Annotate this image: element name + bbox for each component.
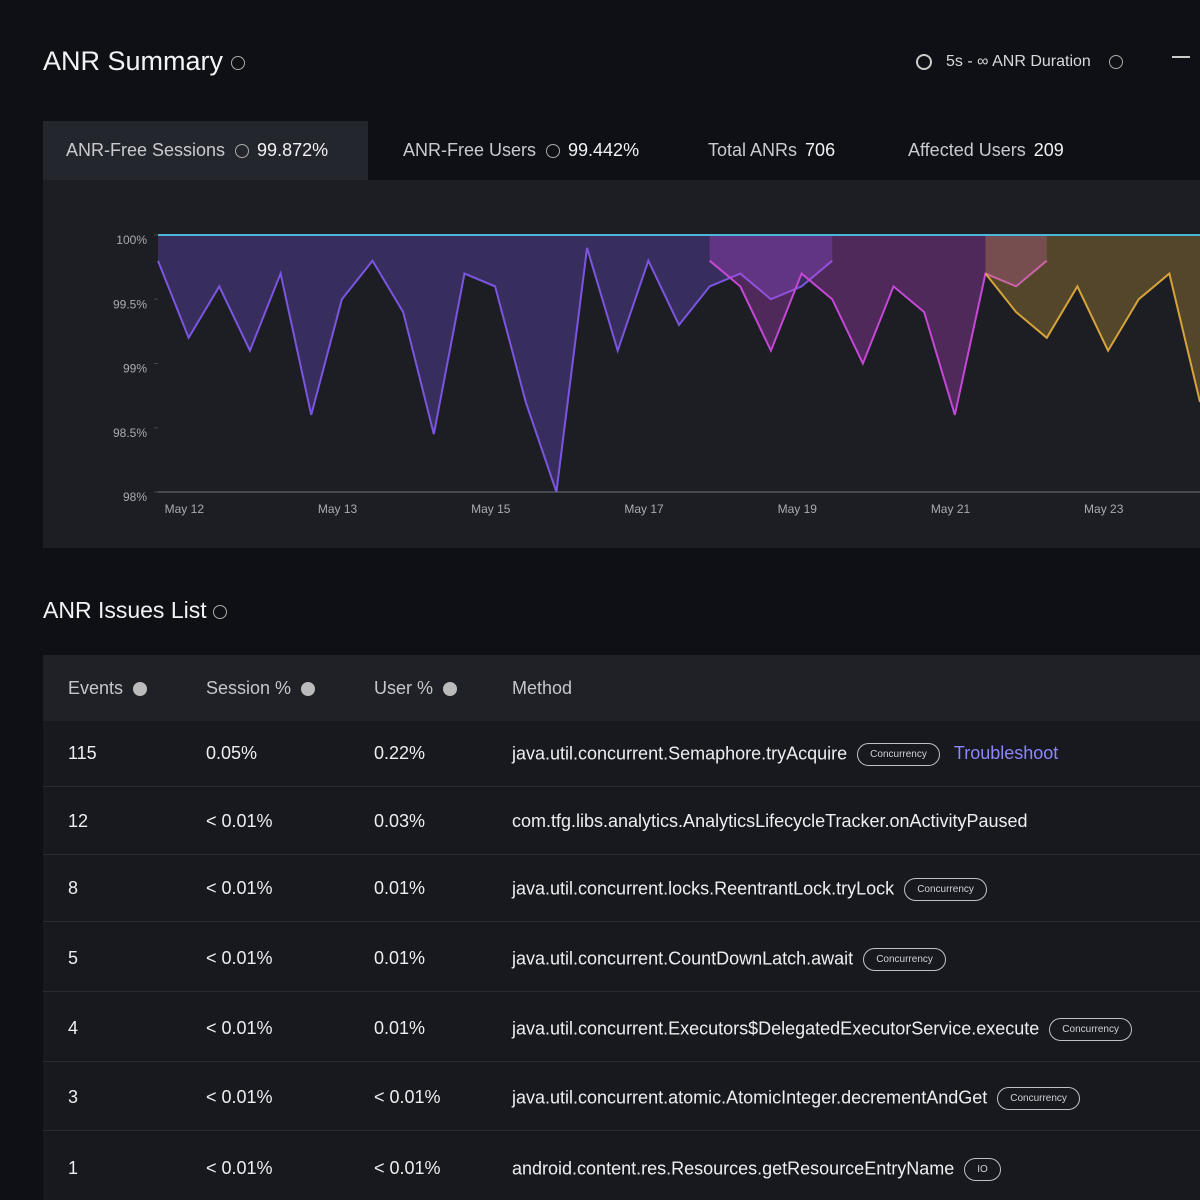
cell: < 0.01% [374,1087,441,1107]
tab[interactable]: ANR-Free Users 99.442% [368,121,673,180]
row-divider [43,1130,1200,1131]
method-cell: java.util.concurrent.Semaphore.tryAcquir… [512,743,1058,766]
cell: 0.01% [374,878,426,898]
info-icon[interactable] [546,144,561,159]
info-icon[interactable] [235,144,250,159]
cell: < 0.01% [206,878,273,898]
tab-value: 209 [1033,140,1064,160]
row-divider [43,921,1200,922]
method-cell: java.util.concurrent.atomic.AtomicIntege… [512,1087,1080,1110]
method-cell: android.content.res.Resources.getResourc… [512,1158,1001,1181]
tag: Concurrency [997,1087,1080,1110]
duration-filter[interactable]: 5s - ∞ ANR Duration [916,53,1124,71]
method: java.util.concurrent.atomic.AtomicIntege… [512,1087,988,1108]
cell: 5 [68,948,79,968]
tab-value: 99.872% [257,140,329,160]
cell: 0.03% [374,811,426,831]
tab-label: ANR-Free Sessions [66,140,226,160]
row-divider [43,854,1200,855]
cell: < 0.01% [206,948,273,968]
table-header: Events Session % User % Method [43,655,1200,721]
cell: 4 [68,1018,79,1038]
issues-title: ANR Issues List [43,597,227,624]
title-text: ANR Summary [43,46,224,76]
tab[interactable]: ANR-Free Sessions 99.872% [43,121,368,180]
tab[interactable]: Affected Users 209 [873,121,1133,180]
cell: 12 [68,811,89,831]
filter-text: 5s - ∞ ANR Duration [946,53,1091,70]
tag: Concurrency [1049,1018,1132,1041]
cell: < 0.01% [206,811,273,831]
column-header: Events [68,678,148,699]
method: java.util.concurrent.Semaphore.tryAcquir… [512,743,848,764]
row-divider [43,786,1200,787]
header-text: Events [68,678,124,698]
tag: Concurrency [857,743,940,766]
method: android.content.res.Resources.getResourc… [512,1158,955,1179]
tab-label: Total ANRs [708,140,798,160]
header-text: User % [374,678,434,698]
cell: 0.01% [374,1018,426,1038]
info-icon[interactable] [443,682,458,697]
tab-label: Affected Users [908,140,1026,160]
row-divider [43,1061,1200,1062]
method-cell: java.util.concurrent.locks.ReentrantLock… [512,878,987,901]
cell: 1 [68,1158,79,1178]
cell: 115 [68,743,97,763]
tab[interactable]: Total ANRs 706 [673,121,873,180]
info-icon[interactable] [213,604,227,619]
column-header: Session % [206,678,316,699]
info-icon[interactable] [133,682,148,697]
cell: < 0.01% [206,1158,273,1178]
cell: 0.22% [374,743,426,763]
timer-icon [916,53,932,70]
row-divider [43,991,1200,992]
summary-title: ANR Summary [43,46,245,77]
tab-value: 99.442% [568,140,640,160]
filter-icon[interactable] [1172,56,1190,70]
tag: Concurrency [863,948,946,971]
info-icon[interactable] [301,682,316,697]
method-cell: java.util.concurrent.Executors$Delegated… [512,1018,1132,1041]
title-text: ANR Issues List [43,597,207,623]
cell: 8 [68,878,79,898]
header-text: Method [512,678,573,698]
issues-table: Events Session % User % Method 115 0.05% 0.22%… [43,655,1200,1200]
tag: IO [964,1158,1001,1181]
troubleshoot-link[interactable]: Troubleshoot [953,743,1059,764]
cell: 3 [68,1087,79,1107]
info-icon[interactable] [230,55,245,70]
method: com.tfg.libs.analytics.AnalyticsLifecycl… [512,811,1028,831]
column-header: User % [374,678,458,699]
cell: < 0.01% [206,1087,273,1107]
method-cell: com.tfg.libs.analytics.AnalyticsLifecycl… [512,811,1028,832]
info-icon[interactable] [1109,54,1124,69]
method: java.util.concurrent.CountDownLatch.awai… [512,948,854,969]
method: java.util.concurrent.locks.ReentrantLock… [512,878,895,899]
tab-value: 706 [805,140,836,160]
column-header: Method [512,678,572,699]
cell: < 0.01% [374,1158,441,1178]
header-text: Session % [206,678,292,698]
method-cell: java.util.concurrent.CountDownLatch.awai… [512,948,946,971]
cell: < 0.01% [206,1018,273,1038]
cell: 0.05% [206,743,258,763]
chart-panel [43,180,1200,548]
method: java.util.concurrent.Executors$Delegated… [512,1018,1040,1039]
tabs: ANR-Free Sessions 99.872% ANR-Free Users 99… [43,121,1200,180]
tag: Concurrency [904,878,987,901]
cell: 0.01% [374,948,426,968]
tab-label: ANR-Free Users [403,140,537,160]
